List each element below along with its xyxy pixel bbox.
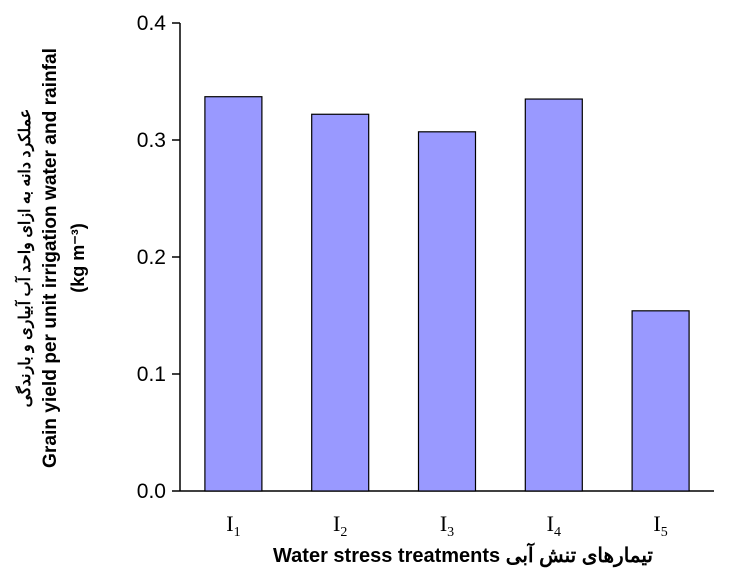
y-tick-label: 0.1 [137, 363, 166, 386]
y-axis-title-persian: عملکرد دانه به ازای واحد آب آبیاری و بار… [13, 109, 35, 408]
x-tick-label: I4 [547, 511, 561, 540]
bar [631, 310, 690, 492]
bar [417, 131, 477, 492]
y-axis-title-english: Grain yield per unit irrigation water an… [40, 48, 61, 468]
x-tick-label: I5 [653, 511, 667, 540]
bar [204, 96, 263, 492]
y-axis-ticks: 0.0 0.1 0.2 0.3 0.4 [137, 12, 180, 503]
y-tick-label: 0.3 [137, 129, 166, 152]
x-tick-label: I3 [440, 511, 454, 540]
y-axis-title: عملکرد دانه به ازای واحد آب آبیاری و بار… [13, 48, 88, 468]
y-tick-label: 0.0 [137, 480, 166, 503]
bars [204, 96, 690, 492]
y-tick-label: 0.2 [137, 246, 166, 269]
x-tick-label: I2 [333, 511, 347, 540]
y-axis-title-unit: (kg m⁻³) [68, 223, 88, 293]
bar [311, 113, 370, 492]
x-tick-label: I1 [226, 511, 240, 540]
x-axis-title: Water stress treatments تیمارهای تنش آبی [273, 542, 653, 568]
bar [524, 98, 583, 492]
x-axis-labels: I1 I2 I3 I4 I5 [226, 511, 668, 540]
y-tick-label: 0.4 [137, 12, 167, 35]
